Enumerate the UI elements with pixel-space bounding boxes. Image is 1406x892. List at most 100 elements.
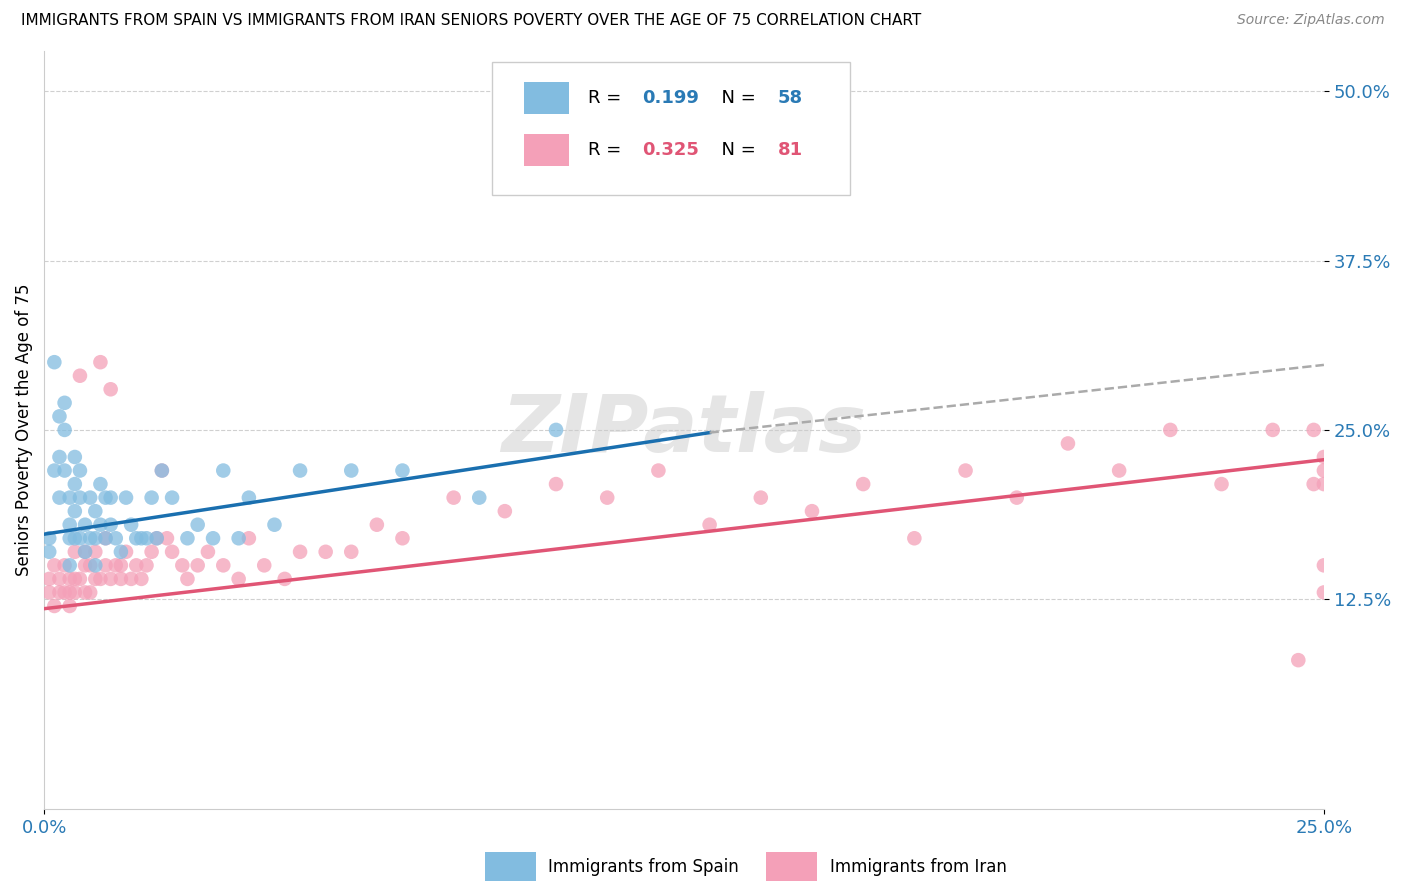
Point <box>75 558 97 573</box>
Point <box>141 491 163 505</box>
Text: Immigrants from Iran: Immigrants from Iran <box>830 858 1007 876</box>
FancyBboxPatch shape <box>524 134 569 166</box>
Point <box>172 558 194 573</box>
Point <box>160 491 183 505</box>
Point <box>1005 491 1028 505</box>
Point <box>59 491 82 505</box>
Point <box>160 545 183 559</box>
Point <box>63 477 86 491</box>
Point <box>253 558 276 573</box>
Point <box>44 599 66 613</box>
Point <box>100 491 122 505</box>
Point <box>187 558 209 573</box>
Point <box>120 517 142 532</box>
Point <box>100 517 122 532</box>
Point <box>100 382 122 396</box>
Point <box>84 504 107 518</box>
Point <box>59 558 82 573</box>
Point <box>63 572 86 586</box>
Text: N =: N = <box>710 141 761 159</box>
Point <box>110 572 132 586</box>
Point <box>1313 558 1336 573</box>
Point <box>141 545 163 559</box>
Point <box>443 491 465 505</box>
Point <box>176 572 198 586</box>
Point <box>89 517 111 532</box>
Point <box>63 450 86 464</box>
Point <box>115 545 138 559</box>
Point <box>63 531 86 545</box>
Point <box>131 572 153 586</box>
Point <box>104 558 127 573</box>
Point <box>340 545 363 559</box>
Point <box>63 504 86 518</box>
Point <box>150 464 173 478</box>
Point <box>38 572 60 586</box>
Point <box>263 517 285 532</box>
Point <box>89 572 111 586</box>
Point <box>53 585 76 599</box>
Text: IMMIGRANTS FROM SPAIN VS IMMIGRANTS FROM IRAN SENIORS POVERTY OVER THE AGE OF 75: IMMIGRANTS FROM SPAIN VS IMMIGRANTS FROM… <box>21 13 921 29</box>
Point <box>38 531 60 545</box>
Point <box>1108 464 1130 478</box>
Point <box>63 545 86 559</box>
Text: 0.199: 0.199 <box>641 89 699 107</box>
Point <box>84 572 107 586</box>
Point <box>238 491 260 505</box>
Point <box>69 464 91 478</box>
Point <box>145 531 167 545</box>
Text: Immigrants from Spain: Immigrants from Spain <box>548 858 740 876</box>
Point <box>125 531 148 545</box>
Point <box>48 491 70 505</box>
Point <box>110 558 132 573</box>
Text: 58: 58 <box>778 89 803 107</box>
Point <box>79 491 101 505</box>
Point <box>273 572 295 586</box>
Text: ZIPatlas: ZIPatlas <box>502 391 866 469</box>
Point <box>212 558 235 573</box>
Point <box>59 531 82 545</box>
Point <box>176 531 198 545</box>
Text: N =: N = <box>710 89 761 107</box>
Point <box>48 450 70 464</box>
Point <box>288 545 311 559</box>
Point <box>1313 464 1336 478</box>
Point <box>1261 423 1284 437</box>
Text: R =: R = <box>588 89 627 107</box>
Point <box>647 464 669 478</box>
Point <box>1057 436 1080 450</box>
Point <box>69 368 91 383</box>
Point <box>596 491 619 505</box>
Text: Source: ZipAtlas.com: Source: ZipAtlas.com <box>1237 13 1385 28</box>
Point <box>1313 585 1336 599</box>
Point <box>53 423 76 437</box>
Point <box>75 517 97 532</box>
Point <box>59 585 82 599</box>
Point <box>59 517 82 532</box>
Text: 81: 81 <box>778 141 803 159</box>
Point <box>48 585 70 599</box>
Point <box>44 355 66 369</box>
Point <box>340 464 363 478</box>
Point <box>852 477 875 491</box>
Point <box>75 545 97 559</box>
Point <box>903 531 925 545</box>
Point <box>94 558 117 573</box>
Point <box>94 491 117 505</box>
Point <box>63 585 86 599</box>
Point <box>955 464 977 478</box>
Point <box>120 572 142 586</box>
Point <box>84 531 107 545</box>
Point <box>69 491 91 505</box>
Point <box>84 545 107 559</box>
Point <box>44 558 66 573</box>
Point <box>131 531 153 545</box>
Point <box>135 531 157 545</box>
Point <box>53 396 76 410</box>
Point <box>53 558 76 573</box>
FancyBboxPatch shape <box>492 62 851 194</box>
Point <box>801 504 824 518</box>
Point <box>75 585 97 599</box>
Point <box>202 531 225 545</box>
Point <box>391 464 413 478</box>
